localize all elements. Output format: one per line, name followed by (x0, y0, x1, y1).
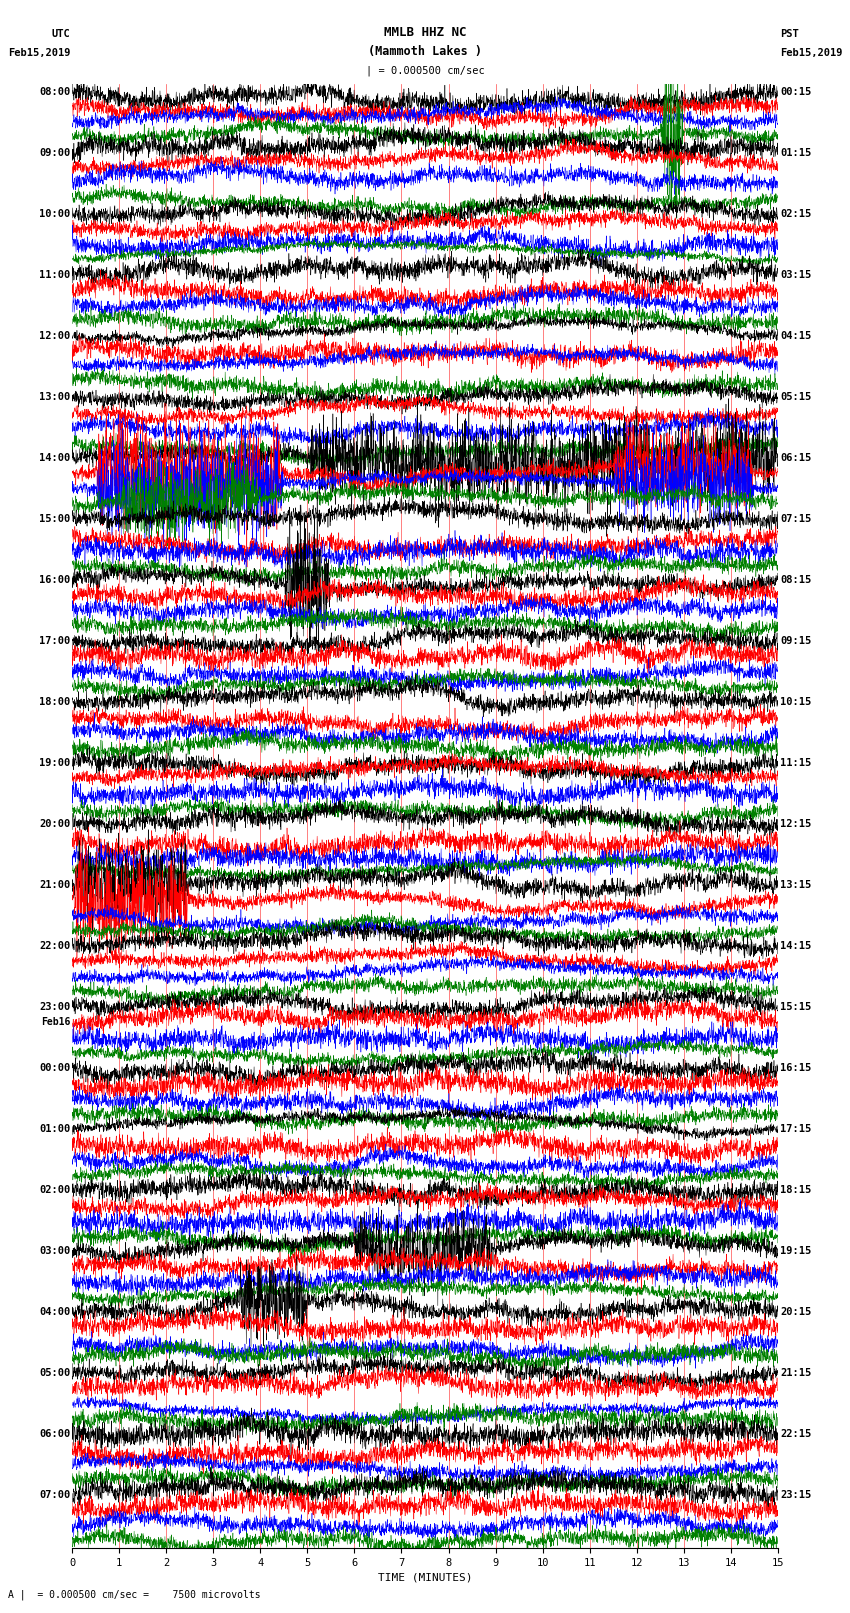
Text: 22:00: 22:00 (39, 940, 71, 950)
Text: 23:00: 23:00 (39, 1002, 71, 1011)
Text: 22:15: 22:15 (780, 1429, 812, 1439)
Text: 06:00: 06:00 (39, 1429, 71, 1439)
Text: 21:00: 21:00 (39, 879, 71, 890)
Text: 02:00: 02:00 (39, 1186, 71, 1195)
Text: UTC: UTC (52, 29, 71, 39)
Text: 01:00: 01:00 (39, 1124, 71, 1134)
Text: 03:00: 03:00 (39, 1245, 71, 1257)
Text: 19:00: 19:00 (39, 758, 71, 768)
Text: 15:00: 15:00 (39, 513, 71, 524)
Text: 06:15: 06:15 (780, 453, 812, 463)
Text: 07:15: 07:15 (780, 513, 812, 524)
Text: 04:15: 04:15 (780, 331, 812, 340)
Text: 07:00: 07:00 (39, 1490, 71, 1500)
Text: 04:00: 04:00 (39, 1307, 71, 1316)
Text: 09:00: 09:00 (39, 147, 71, 158)
Text: 17:00: 17:00 (39, 636, 71, 645)
X-axis label: TIME (MINUTES): TIME (MINUTES) (377, 1573, 473, 1582)
Text: 08:15: 08:15 (780, 574, 812, 584)
Text: 16:00: 16:00 (39, 574, 71, 584)
Text: 05:15: 05:15 (780, 392, 812, 402)
Text: 13:15: 13:15 (780, 879, 812, 890)
Text: 01:15: 01:15 (780, 147, 812, 158)
Text: 14:00: 14:00 (39, 453, 71, 463)
Text: PST: PST (780, 29, 799, 39)
Text: 14:15: 14:15 (780, 940, 812, 950)
Text: Feb16: Feb16 (41, 1018, 71, 1027)
Text: 12:15: 12:15 (780, 819, 812, 829)
Text: 02:15: 02:15 (780, 208, 812, 218)
Text: 08:00: 08:00 (39, 87, 71, 97)
Text: A |  = 0.000500 cm/sec =    7500 microvolts: A | = 0.000500 cm/sec = 7500 microvolts (8, 1589, 261, 1600)
Text: 10:15: 10:15 (780, 697, 812, 706)
Text: 12:00: 12:00 (39, 331, 71, 340)
Text: 20:15: 20:15 (780, 1307, 812, 1316)
Text: MMLB HHZ NC: MMLB HHZ NC (383, 26, 467, 39)
Text: 16:15: 16:15 (780, 1063, 812, 1073)
Text: 18:00: 18:00 (39, 697, 71, 706)
Text: 23:15: 23:15 (780, 1490, 812, 1500)
Text: 09:15: 09:15 (780, 636, 812, 645)
Text: 03:15: 03:15 (780, 269, 812, 279)
Text: | = 0.000500 cm/sec: | = 0.000500 cm/sec (366, 65, 484, 76)
Text: (Mammoth Lakes ): (Mammoth Lakes ) (368, 45, 482, 58)
Text: 00:15: 00:15 (780, 87, 812, 97)
Text: Feb15,2019: Feb15,2019 (780, 48, 843, 58)
Text: 20:00: 20:00 (39, 819, 71, 829)
Text: 13:00: 13:00 (39, 392, 71, 402)
Text: Feb15,2019: Feb15,2019 (8, 48, 71, 58)
Text: 18:15: 18:15 (780, 1186, 812, 1195)
Text: 00:00: 00:00 (39, 1063, 71, 1073)
Text: 05:00: 05:00 (39, 1368, 71, 1378)
Text: 21:15: 21:15 (780, 1368, 812, 1378)
Text: 15:15: 15:15 (780, 1002, 812, 1011)
Text: 10:00: 10:00 (39, 208, 71, 218)
Text: 11:15: 11:15 (780, 758, 812, 768)
Text: 19:15: 19:15 (780, 1245, 812, 1257)
Text: 17:15: 17:15 (780, 1124, 812, 1134)
Text: 11:00: 11:00 (39, 269, 71, 279)
